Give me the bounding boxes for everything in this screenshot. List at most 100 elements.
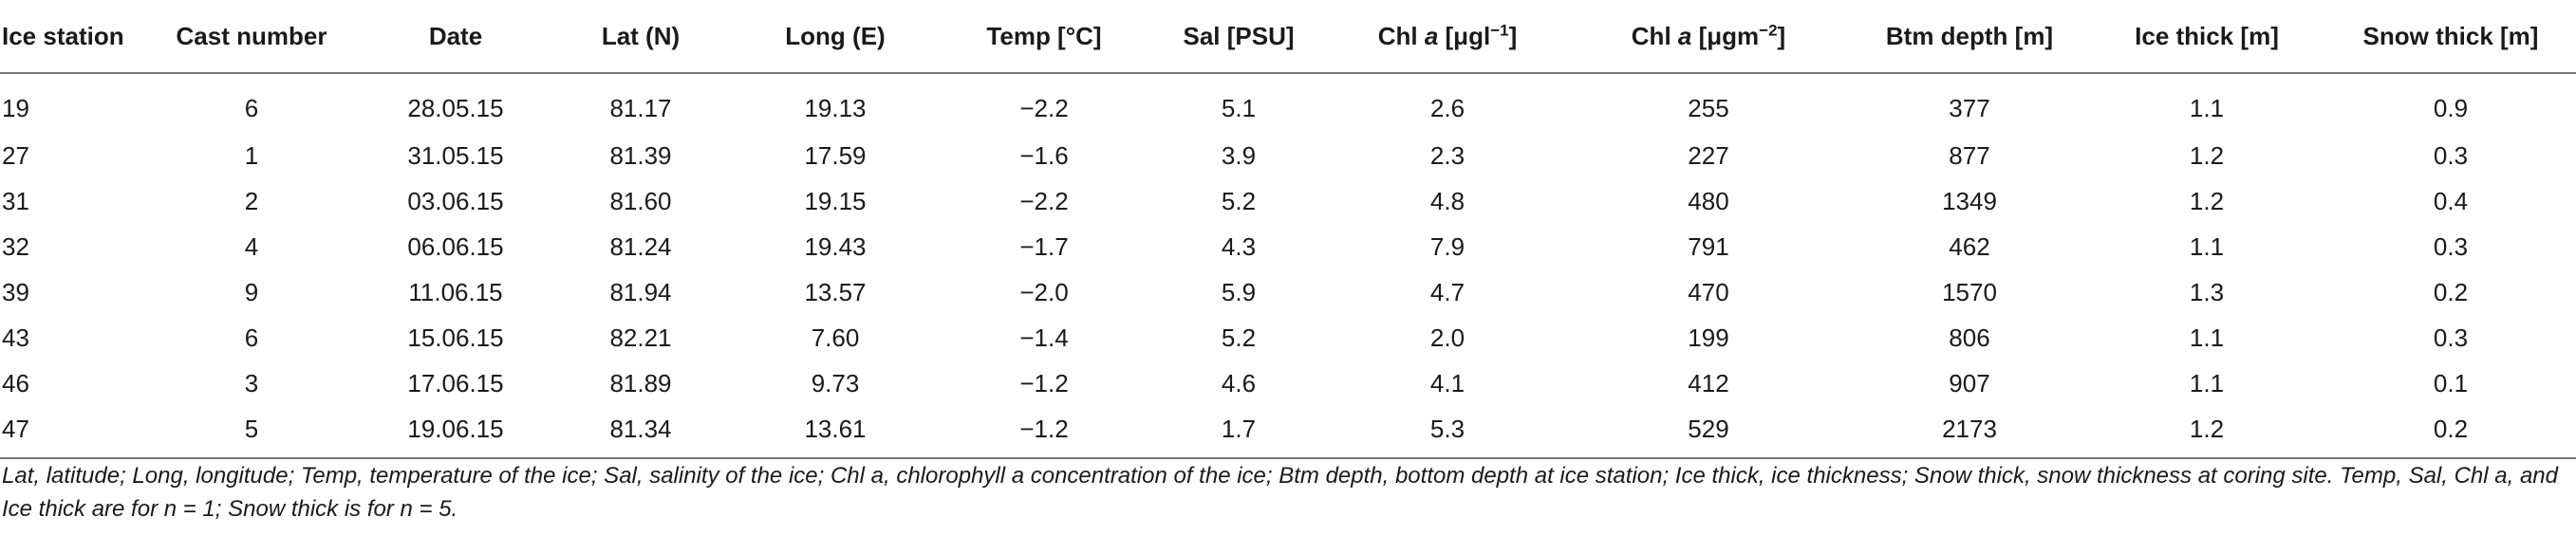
- cell-lat: 81.34: [551, 406, 731, 459]
- cell-lat: 82.21: [609, 323, 672, 352]
- header-ice-station: Ice station: [0, 0, 142, 74]
- cell-snow-thick: 0.3: [2433, 140, 2469, 170]
- cell-lat: 81.24: [609, 231, 672, 261]
- cell-cast-number: 5: [142, 406, 361, 459]
- cell-chl-concentration: 5.3: [1329, 406, 1566, 459]
- cell-sal: 5.1: [1221, 93, 1257, 122]
- cell-temp: −2.0: [1019, 277, 1069, 306]
- cell-snow-thick: 0.9: [2433, 93, 2469, 122]
- header-chl-concentration-sup: −1: [1490, 20, 1509, 39]
- cell-date: 03.06.15: [407, 186, 504, 215]
- cell-date: 31.05.15: [407, 140, 504, 170]
- cell-chl-areal: 529: [1566, 406, 1851, 459]
- header-chl-concentration-close: ]: [1508, 21, 1518, 50]
- cell-btm-depth: 1349: [1942, 186, 1997, 215]
- cell-chl-concentration: 4.8: [1429, 186, 1465, 215]
- cell-long: 13.61: [731, 406, 940, 459]
- cell-btm-depth: 1570: [1942, 277, 1997, 306]
- cell-btm-depth: 377: [1949, 93, 1990, 122]
- cell-long: 17.59: [804, 140, 867, 170]
- cell-ice-thick: 1.1: [2189, 368, 2225, 397]
- header-date: Date: [361, 0, 551, 74]
- header-ice-thick: Ice thick [m]: [2088, 0, 2325, 74]
- cell-chl-areal: 480: [1688, 186, 1729, 215]
- cell-cast-number: 6: [244, 323, 259, 352]
- cell-chl-areal: 412: [1688, 368, 1729, 397]
- cell-long: 19.43: [804, 231, 867, 261]
- cell-ice-station: 47: [0, 406, 142, 459]
- cell-date: 28.05.15: [407, 93, 504, 122]
- cell-chl-concentration: 4.1: [1429, 368, 1465, 397]
- cell-temp: −2.2: [1019, 93, 1069, 122]
- cell-ice-station: 32: [2, 231, 29, 261]
- cell-date: 06.06.15: [407, 231, 504, 261]
- cell-snow-thick: 0.2: [2433, 277, 2469, 306]
- cell-btm-depth: 907: [1949, 368, 1990, 397]
- header-cast-number: Cast number: [142, 0, 361, 74]
- cell-temp: −1.6: [1019, 140, 1069, 170]
- cell-temp: −1.2: [1019, 368, 1069, 397]
- ice-station-table: Ice station Cast number Date Lat (N) Lon…: [0, 0, 2576, 459]
- table-footnote: Lat, latitude; Long, longitude; Temp, te…: [2, 463, 2559, 522]
- cell-cast-number: 6: [244, 93, 259, 122]
- cell-cast-number: 9: [244, 277, 259, 306]
- cell-lat: 81.89: [609, 368, 672, 397]
- cell-chl-concentration: 7.9: [1429, 231, 1465, 261]
- cell-date: 11.06.15: [408, 277, 503, 306]
- cell-cast-number: 1: [244, 140, 259, 170]
- table-row: 47 5 19.06.15 81.34 13.61 −1.2 1.7 5.3 5…: [0, 406, 2576, 459]
- header-chl-areal-unit: [μgm: [1691, 21, 1760, 50]
- header-snow-thick: Snow thick [m]: [2325, 0, 2576, 74]
- cell-sal: 5.2: [1221, 323, 1257, 352]
- cell-ice-station: 43: [2, 323, 29, 352]
- cell-sal: 4.6: [1221, 368, 1257, 397]
- header-chl-areal-sup: −2: [1759, 20, 1778, 39]
- header-long: Long (E): [731, 0, 940, 74]
- header-temp: Temp [°C]: [940, 0, 1148, 74]
- cell-lat: 81.39: [609, 140, 672, 170]
- cell-temp: −2.2: [1019, 186, 1069, 215]
- cell-temp: −1.7: [1019, 231, 1069, 261]
- cell-ice-thick: 1.1: [2189, 231, 2225, 261]
- header-chl-areal-italic: a: [1677, 21, 1692, 50]
- header-row: Ice station Cast number Date Lat (N) Lon…: [0, 0, 2576, 74]
- header-lat: Lat (N): [551, 0, 731, 74]
- table-row: 43 6 15.06.15 82.21 7.60 −1.4 5.2 2.0 19…: [0, 315, 2576, 360]
- header-chl-areal-close: ]: [1777, 21, 1786, 50]
- cell-ice-station: 46: [2, 368, 29, 397]
- cell-chl-areal: 470: [1688, 277, 1729, 306]
- cell-snow-thick: 0.1: [2433, 368, 2469, 397]
- cell-temp: −1.2: [940, 406, 1148, 459]
- cell-ice-station: 31: [2, 186, 29, 215]
- cell-sal: 4.3: [1221, 231, 1257, 261]
- cell-chl-concentration: 2.3: [1429, 140, 1465, 170]
- cell-ice-station: 19: [2, 93, 29, 122]
- cell-ice-station: 27: [2, 140, 29, 170]
- header-chl-areal: Chl a [μgm−2]: [1566, 0, 1851, 74]
- header-btm-depth: Btm depth [m]: [1851, 0, 2088, 74]
- cell-ice-thick: 1.1: [2189, 93, 2225, 122]
- cell-sal: 5.9: [1221, 277, 1257, 306]
- table-body: 19 6 28.05.15 81.17 19.13 −2.2 5.1 2.6 2…: [0, 73, 2576, 459]
- cell-chl-concentration: 2.0: [1429, 323, 1465, 352]
- table-row: 31 2 03.06.15 81.60 19.15 −2.2 5.2 4.8 4…: [0, 178, 2576, 224]
- cell-long: 9.73: [811, 368, 860, 397]
- header-chl-concentration-italic: a: [1424, 21, 1439, 50]
- cell-lat: 81.60: [609, 186, 672, 215]
- table-row: 46 3 17.06.15 81.89 9.73 −1.2 4.6 4.1 41…: [0, 360, 2576, 406]
- cell-btm-depth: 806: [1949, 323, 1990, 352]
- cell-chl-concentration: 2.6: [1429, 93, 1465, 122]
- cell-chl-areal: 199: [1688, 323, 1729, 352]
- table-row: 19 6 28.05.15 81.17 19.13 −2.2 5.1 2.6 2…: [0, 73, 2576, 133]
- cell-temp: −1.4: [1019, 323, 1069, 352]
- cell-long: 13.57: [804, 277, 867, 306]
- cell-chl-areal: 255: [1688, 93, 1729, 122]
- cell-cast-number: 4: [244, 231, 259, 261]
- header-chl-concentration: Chl a [μgl−1]: [1329, 0, 1566, 74]
- cell-btm-depth: 2173: [1851, 406, 2088, 459]
- cell-cast-number: 2: [244, 186, 259, 215]
- cell-long: 19.13: [804, 93, 867, 122]
- header-chl-concentration-unit: [μgl: [1438, 21, 1491, 50]
- header-chl-areal-prefix: Chl: [1631, 21, 1678, 50]
